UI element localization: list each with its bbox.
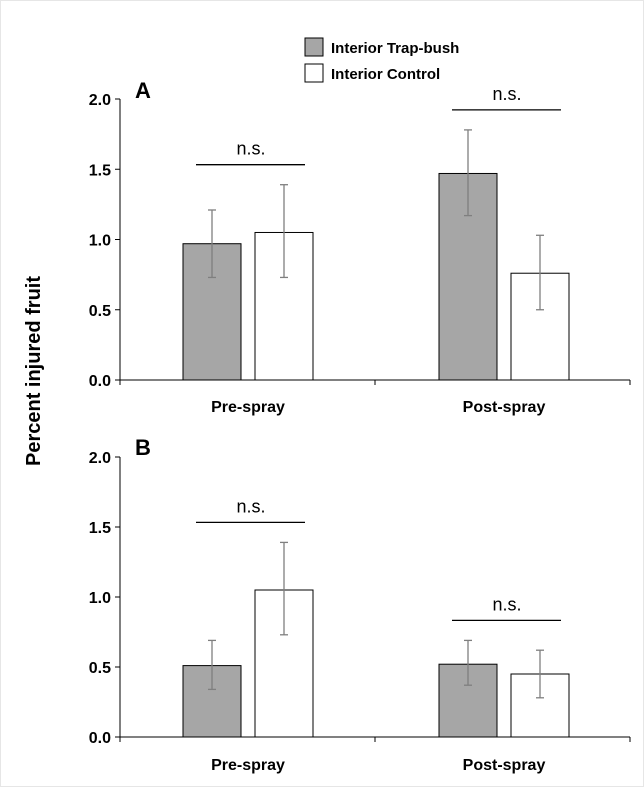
y-tick-label: 0.5 (89, 660, 111, 677)
y-tick-label: 2.0 (89, 450, 111, 467)
panel-label: B (135, 435, 151, 460)
significance-label: n.s. (236, 139, 265, 159)
y-tick-label: 0.5 (89, 303, 111, 320)
legend: Interior Trap-bush Interior Control (304, 37, 459, 83)
y-tick-label: 0.0 (89, 373, 111, 390)
category-label: Post-spray (463, 757, 546, 774)
y-tick-label: 2.0 (89, 92, 111, 109)
y-tick-label: 1.5 (89, 520, 111, 537)
legend-label-control: Interior Control (331, 66, 440, 83)
panel-a: A 0.0 0.5 1.0 1.5 2.0 Pre-spray Post-spray n.s. n… (89, 78, 631, 416)
category-label: Post-spray (463, 399, 546, 416)
y-tick-label: 1.0 (89, 233, 111, 250)
y-tick-label: 1.5 (89, 162, 111, 179)
significance-label: n.s. (492, 594, 521, 614)
y-axis-label: Percent injured fruit (23, 276, 45, 466)
panel-b: B 0.0 0.5 1.0 1.5 2.0 Pre-spray Post-spray n.s. n… (89, 435, 631, 774)
significance-label: n.s. (492, 84, 521, 104)
legend-swatch-trap-bush (304, 37, 324, 57)
legend-swatch-control (304, 63, 324, 83)
legend-label-trap-bush: Interior Trap-bush (331, 40, 459, 57)
category-label: Pre-spray (211, 399, 285, 416)
y-tick-label: 1.0 (89, 590, 111, 607)
significance-label: n.s. (236, 496, 265, 516)
panel-label: A (135, 78, 151, 103)
category-label: Pre-spray (211, 757, 285, 774)
y-tick-label: 0.0 (89, 730, 111, 747)
